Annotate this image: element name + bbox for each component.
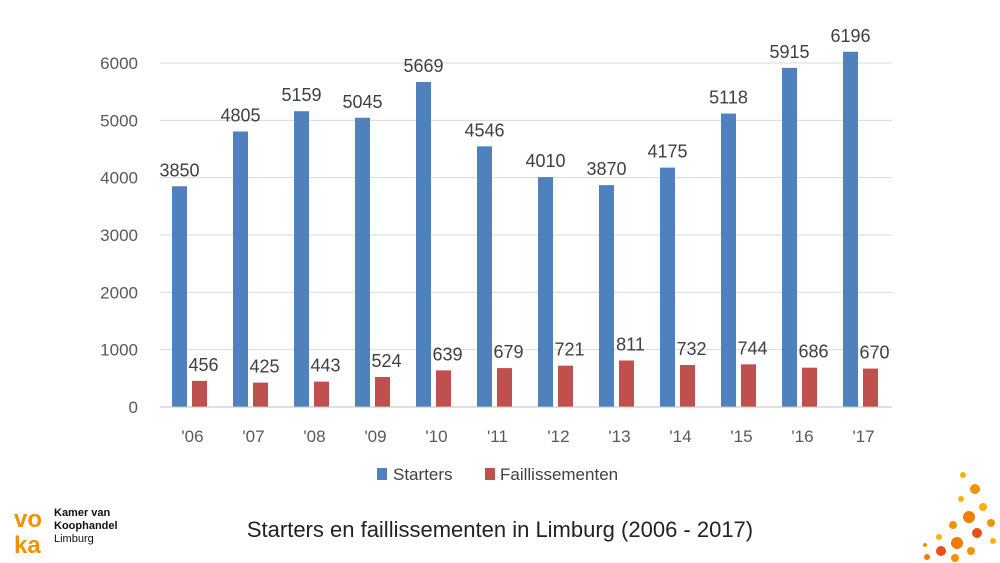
x-tick-label: '06 — [181, 427, 203, 446]
svg-text:ka: ka — [14, 532, 41, 557]
bar-starters — [721, 113, 736, 408]
bar-faillissementen — [253, 382, 268, 407]
bar-starters — [843, 51, 858, 407]
data-label-faillissementen: 443 — [310, 356, 340, 376]
bar-starters — [660, 167, 675, 407]
y-tick-label: 3000 — [100, 226, 138, 245]
bar-starters — [416, 81, 431, 408]
bar-faillissementen — [741, 364, 756, 407]
bar-starters — [172, 186, 187, 407]
data-label-faillissementen: 425 — [249, 357, 279, 377]
x-tick-label: '10 — [425, 427, 447, 446]
legend: Starters Faillissementen — [377, 465, 618, 484]
logo-line-1: Kamer van — [54, 507, 111, 519]
logo-line-2: Koophandel — [54, 520, 118, 532]
x-tick-label: '11 — [487, 427, 508, 446]
chart-caption: Starters en faillissementen in Limburg (… — [246, 517, 754, 542]
bars: 3850 456 4805 425 5159 443 5045 524 5669 639 4546 6… — [159, 26, 890, 408]
bar-starters — [599, 185, 614, 407]
bar-faillissementen — [375, 376, 390, 407]
data-label-faillissementen: 721 — [554, 340, 584, 360]
data-label-starters: 4175 — [647, 142, 687, 162]
x-tick-label: '09 — [364, 427, 386, 446]
x-tick-label: '07 — [242, 427, 264, 446]
y-tick-label: 1000 — [100, 341, 138, 360]
bar-faillissementen — [558, 365, 573, 407]
legend-label-faillissementen: Faillissementen — [500, 465, 618, 484]
x-tick-label: '12 — [547, 427, 569, 446]
data-label-starters: 5118 — [709, 88, 748, 108]
x-tick-label: '08 — [303, 427, 325, 446]
y-tick-label: 4000 — [100, 169, 138, 188]
data-label-starters: 4805 — [220, 106, 260, 126]
bar-starters — [355, 117, 370, 408]
voka-logo-icon: vo ka — [14, 506, 42, 557]
data-label-starters: 3850 — [159, 160, 199, 180]
bar-starters — [233, 131, 248, 407]
data-label-faillissementen: 670 — [859, 343, 889, 363]
legend-swatch-starters — [377, 468, 387, 480]
y-axis-ticks: 0 1000 2000 3000 4000 5000 6000 — [100, 54, 138, 417]
orange-dots-icon — [923, 472, 996, 562]
data-label-faillissementen: 456 — [188, 355, 218, 375]
data-label-starters: 3870 — [586, 159, 626, 179]
bar-faillissementen — [192, 380, 207, 407]
data-label-faillissementen: 524 — [371, 351, 401, 371]
bar-faillissementen — [680, 365, 695, 407]
data-label-starters: 4546 — [464, 120, 504, 140]
bar-starters — [294, 111, 309, 407]
bar-starters — [477, 146, 492, 407]
x-tick-label: '17 — [852, 427, 874, 446]
x-tick-label: '16 — [791, 427, 813, 446]
data-label-faillissementen: 744 — [737, 338, 767, 358]
y-tick-label: 0 — [129, 398, 138, 417]
data-label-starters: 4010 — [525, 151, 565, 171]
y-tick-label: 6000 — [100, 54, 138, 73]
data-label-faillissementen: 732 — [676, 339, 706, 359]
data-label-starters: 5045 — [342, 92, 382, 112]
data-label-starters: 5669 — [403, 56, 443, 76]
legend-swatch-faillissementen — [485, 468, 495, 480]
logo-line-3: Limburg — [54, 533, 94, 545]
data-label-faillissementen: 679 — [493, 342, 523, 362]
x-tick-label: '15 — [730, 427, 752, 446]
data-label-starters: 5159 — [281, 85, 321, 105]
y-tick-label: 2000 — [100, 283, 138, 302]
data-label-starters: 6196 — [830, 26, 870, 46]
bar-faillissementen — [436, 370, 451, 407]
y-tick-label: 5000 — [100, 111, 138, 130]
bar-faillissementen — [497, 368, 512, 407]
data-label-faillissementen: 686 — [798, 342, 828, 362]
bar-faillissementen — [863, 368, 878, 407]
svg-text:vo: vo — [14, 506, 42, 533]
bar-chart: 0 1000 2000 3000 4000 5000 6000 3850 456 4805 425… — [100, 26, 892, 484]
legend-label-starters: Starters — [393, 465, 453, 484]
data-label-starters: 5915 — [769, 42, 809, 62]
data-label-faillissementen: 811 — [616, 335, 645, 355]
data-label-faillissementen: 639 — [432, 344, 462, 364]
bar-faillissementen — [802, 367, 817, 407]
x-axis-ticks: '06 '07 '08 '09 '10 '11 '12 '13 '14 '15 '16 '17 — [181, 427, 874, 446]
bar-faillissementen — [619, 360, 634, 407]
bar-faillissementen — [314, 381, 329, 407]
x-tick-label: '14 — [669, 427, 691, 446]
bar-starters — [538, 177, 553, 407]
x-tick-label: '13 — [608, 427, 630, 446]
gridlines — [160, 62, 892, 351]
bar-starters — [782, 67, 797, 407]
